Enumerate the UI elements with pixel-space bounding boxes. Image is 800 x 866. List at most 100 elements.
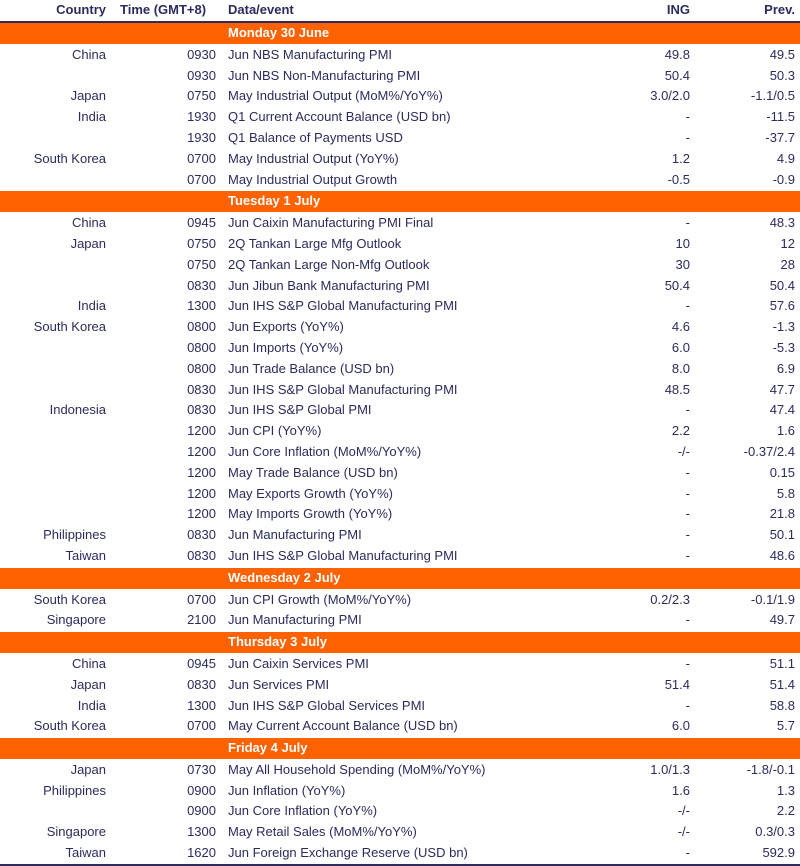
table-row: China 0930 Jun NBS Manufacturing PMI 49.8 49… — [0, 44, 800, 65]
cell-prev: 58.8 — [769, 697, 795, 713]
cell-country: Taiwan — [65, 547, 106, 563]
day-section-header: Friday 4 July — [0, 737, 800, 760]
cell-ing: - — [685, 547, 690, 563]
cell-country: China — [72, 46, 106, 62]
cell-prev: 0.15 — [769, 464, 795, 480]
cell-event: Jun NBS Manufacturing PMI — [228, 46, 393, 62]
cell-event: Jun IHS S&P Global Services PMI — [228, 697, 426, 713]
cell-time: 0700 — [187, 171, 216, 187]
cell-country — [0, 421, 110, 442]
cell-event: May Industrial Output (YoY%) — [228, 150, 399, 166]
cell-time: 1300 — [187, 298, 216, 314]
cell-time: 0900 — [187, 782, 216, 798]
day-section-row: Thursday 3 July — [0, 631, 800, 654]
cell-event: Jun CPI (YoY%) — [228, 423, 322, 439]
cell-ing: - — [685, 697, 690, 713]
cell-event: Jun Services PMI — [228, 676, 330, 692]
cell-time: 0750 — [187, 88, 216, 104]
cell-time: 0830 — [187, 402, 216, 418]
cell-event: Q1 Balance of Payments USD — [228, 129, 403, 145]
cell-ing: 1.0/1.3 — [650, 761, 690, 777]
cell-country: South Korea — [33, 150, 106, 166]
cell-prev: -0.1/1.9 — [750, 591, 795, 607]
cell-time: 1200 — [187, 443, 216, 459]
cell-prev: 0.3/0.3 — [755, 824, 795, 840]
table-row: 1200 Jun CPI (YoY%) 2.2 1.6 — [0, 421, 800, 442]
cell-time: 0800 — [187, 319, 216, 335]
cell-ing: - — [685, 298, 690, 314]
cell-event: May Industrial Output (MoM%/YoY%) — [228, 88, 443, 104]
cell-event: 2Q Tankan Large Non-Mfg Outlook — [228, 256, 430, 272]
cell-prev: 48.3 — [769, 215, 795, 231]
cell-ing: 2.2 — [671, 423, 690, 439]
cell-prev: 49.7 — [769, 612, 795, 628]
cell-time: 0800 — [187, 360, 216, 376]
cell-prev: 47.7 — [769, 381, 795, 397]
cell-prev: -0.37/2.4 — [743, 443, 795, 459]
cell-time: 1300 — [187, 697, 216, 713]
cell-country — [0, 442, 110, 463]
table-row: Japan 0730 May All Household Spending (MoM… — [0, 759, 800, 780]
cell-ing: 51.4 — [664, 676, 690, 692]
cell-time: 0750 — [187, 235, 216, 251]
cell-time: 0700 — [187, 718, 216, 734]
col-header-data-event: Data/event — [220, 0, 580, 23]
cell-event: May Exports Growth (YoY%) — [228, 485, 393, 501]
cell-event: Jun CPI Growth (MoM%/YoY%) — [228, 591, 412, 607]
cell-prev: 51.1 — [769, 655, 795, 671]
table-row: 0750 2Q Tankan Large Non-Mfg Outlook 30 28 — [0, 255, 800, 276]
cell-country: South Korea — [33, 319, 106, 335]
cell-prev: -1.1/0.5 — [750, 88, 795, 104]
table-row: South Korea 0700 May Current Account Balan… — [0, 716, 800, 737]
cell-event: Jun Manufacturing PMI — [228, 527, 362, 543]
cell-event: Jun Manufacturing PMI — [228, 612, 362, 628]
table-row: 1200 May Exports Growth (YoY%) - 5.8 — [0, 484, 800, 505]
cell-event: May All Household Spending (MoM%/YoY%) — [228, 761, 486, 777]
cell-country — [0, 504, 110, 525]
cell-event: Jun Trade Balance (USD bn) — [228, 360, 395, 376]
cell-country: Japan — [70, 676, 106, 692]
cell-prev: 2.2 — [776, 803, 795, 819]
cell-prev: 12 — [780, 235, 795, 251]
day-section-row: Friday 4 July — [0, 737, 800, 760]
table-row: Japan 0750 May Industrial Output (MoM%/YoY… — [0, 86, 800, 107]
cell-prev: 6.9 — [776, 360, 795, 376]
cell-event: Jun IHS S&P Global Manufacturing PMI — [228, 298, 458, 314]
cell-ing: - — [685, 215, 690, 231]
table-row: 1200 Jun Core Inflation (MoM%/YoY%) -/- -0.… — [0, 442, 800, 463]
cell-ing: 50.4 — [664, 277, 690, 293]
table-row: 0900 Jun Core Inflation (YoY%) -/- 2.2 — [0, 801, 800, 822]
table-header-row: Country Time (GMT+8) Data/event ING Prev… — [0, 0, 800, 23]
cell-country: China — [72, 655, 106, 671]
cell-prev: 49.5 — [769, 46, 795, 62]
cell-event: Jun Caixin Services PMI — [228, 655, 369, 671]
table-row: India 1300 Jun IHS S&P Global Manufacturin… — [0, 296, 800, 317]
table-row: Japan 0830 Jun Services PMI 51.4 51.4 — [0, 675, 800, 696]
table-row: Indonesia 0830 Jun IHS S&P Global PMI - 47.4 — [0, 400, 800, 421]
cell-ing: - — [685, 612, 690, 628]
cell-country — [0, 463, 110, 484]
cell-event: Jun Inflation (YoY%) — [228, 782, 346, 798]
day-section-row: Monday 30 June — [0, 21, 800, 45]
cell-prev: 51.4 — [769, 676, 795, 692]
cell-ing: 48.5 — [664, 381, 690, 397]
cell-time: 0830 — [187, 676, 216, 692]
cell-country: Philippines — [43, 782, 106, 798]
day-section-row: Tuesday 1 July — [0, 190, 800, 214]
day-section-row: Wednesday 2 July — [0, 566, 800, 590]
cell-country: Japan — [70, 88, 106, 104]
table-row: 0800 Jun Trade Balance (USD bn) 8.0 6.9 — [0, 359, 800, 380]
table-row: China 0945 Jun Caixin Manufacturing PMI Fi… — [0, 213, 800, 234]
table-row: 0700 May Industrial Output Growth -0.5 -0.9 — [0, 170, 800, 191]
cell-ing: - — [685, 109, 690, 125]
cell-prev: 47.4 — [769, 402, 795, 418]
cell-country — [0, 128, 110, 149]
cell-time: 1300 — [187, 824, 216, 840]
cell-time: 0930 — [187, 67, 216, 83]
cell-event: May Current Account Balance (USD bn) — [228, 718, 458, 734]
cell-ing: - — [685, 485, 690, 501]
calendar-body: Monday 30 June China 0930 Jun NBS Manufactu… — [0, 21, 800, 865]
cell-time: 0750 — [187, 256, 216, 272]
table-row: 1200 May Trade Balance (USD bn) - 0.15 — [0, 463, 800, 484]
